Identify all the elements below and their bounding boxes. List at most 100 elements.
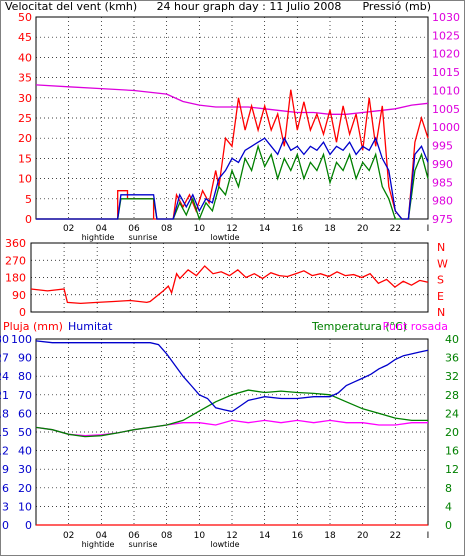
compass-label: N [437, 306, 445, 319]
temperature-label: Temperatura (°C) [311, 320, 407, 333]
pressure-tick-label: 1015 [432, 66, 460, 79]
pressure-tick-label: 1020 [432, 48, 460, 61]
sunrise-label-top: sunrise [129, 233, 158, 242]
temperature-tick-label: 28 [445, 389, 459, 402]
humidity-tick-label: 20 [18, 482, 32, 495]
dewpoint-line [35, 419, 428, 437]
wind-speed-tick-label: 50 [18, 11, 32, 24]
compass-label: E [437, 290, 444, 303]
wind-direction-line [30, 265, 429, 305]
wind-speed-label: Velocitat del vent (kmh) [5, 0, 137, 13]
direction-degree-label: 360 [5, 237, 26, 250]
rain-tick-label: 3 [2, 500, 9, 513]
temperature-tick-label: 16 [445, 445, 459, 458]
rain-tick-label: 9 [2, 463, 9, 476]
wind-speed-tick-label: 0 [25, 213, 32, 226]
wind-speed-tick-label: 10 [18, 173, 32, 186]
pressure-tick-label: 980 [432, 195, 453, 208]
rain-tick-label: 0 [2, 519, 9, 532]
wind-series [35, 84, 429, 221]
hour-tick-label: 06 [128, 224, 140, 234]
chart-title: 24 hour graph day : 11 Julio 2008 [157, 0, 342, 13]
temperature-tick-label: 32 [445, 370, 459, 383]
wind-speed-ticks: 0 5 10 15 20 25 30 35 40 45 50 [18, 11, 32, 226]
rain-tick-label: 12 [0, 445, 9, 458]
hour-tick-label: 12 [226, 224, 237, 234]
hour-tick-label: 04 [96, 224, 108, 234]
hour-tick-label: 16 [292, 531, 304, 541]
direction-degree-label: 90 [12, 289, 26, 302]
pressure-label: Pressió (mb) [362, 0, 431, 13]
temperature-tick-label: 0 [445, 519, 452, 532]
hour-tick-label: 14 [259, 531, 271, 541]
hightide-label-bottom: hightide [82, 540, 115, 549]
hour-tick-label: 14 [259, 224, 271, 234]
temperature-tick-label: 8 [445, 482, 452, 495]
hour-tick-label: I [427, 224, 430, 234]
humidity-tick-label: 0 [25, 519, 32, 532]
temperature-tick-label: 20 [445, 426, 459, 439]
rain-tick-label: 30 [0, 333, 9, 346]
rain-label: Pluja (mm) [3, 320, 63, 333]
hour-tick-label: 04 [96, 531, 108, 541]
hour-tick-label: 18 [324, 224, 336, 234]
rain-tick-label: 15 [0, 426, 9, 439]
hour-tick-label: 08 [161, 224, 173, 234]
rain-tick-label: 27 [0, 352, 9, 365]
hour-tick-label: 10 [194, 224, 206, 234]
wind-speed-tick-label: 40 [18, 51, 32, 64]
sunrise-label-bottom: sunrise [129, 540, 158, 549]
direction-series [30, 265, 429, 305]
temperature-line [35, 389, 428, 438]
humidity-line [35, 340, 429, 413]
pressure-tick-label: 1000 [432, 121, 460, 134]
time-ticks-top: 02 04 06 08 10 12 14 16 18 20 22 I [63, 224, 429, 234]
humidity-tick-label: 10 [18, 500, 32, 513]
humidity-tick-label: 50 [18, 426, 32, 439]
lowtide-label-bottom: lowtide [210, 540, 239, 549]
hour-tick-label: 20 [357, 531, 369, 541]
temperature-tick-label: 24 [445, 407, 459, 420]
temperature-tick-label: 12 [445, 463, 459, 476]
humidity-label: Humitat [68, 320, 113, 333]
hour-tick-label: I [427, 531, 430, 541]
pressure-tick-label: 1030 [432, 11, 460, 24]
pressure-tick-label: 985 [432, 176, 453, 189]
pressure-ticks: 975 980 985 990 995 1000 1005 1010 1015 1020 1025 1… [432, 11, 460, 226]
humidity-tick-label: 60 [18, 407, 32, 420]
humidity-ticks: 0 10 20 30 40 50 60 70 80 90 100 [11, 333, 32, 532]
hour-tick-label: 10 [194, 531, 206, 541]
direction-degree-label: 270 [5, 254, 26, 267]
compass-label: N [437, 241, 445, 254]
hightide-label-top: hightide [82, 233, 115, 242]
pressure-tick-label: 995 [432, 140, 453, 153]
compass-label: W [437, 257, 448, 270]
temperature-tick-label: 40 [445, 333, 459, 346]
direction-degree-label: 0 [19, 306, 26, 319]
rain-ticks: 0 3 6 9 12 15 18 21 24 27 30 [0, 333, 9, 532]
wind-speed-tick-label: 25 [18, 112, 32, 125]
rain-tick-label: 18 [0, 407, 9, 420]
pressure-line [35, 84, 429, 115]
humidity-tick-label: 80 [18, 370, 32, 383]
hour-tick-label: 02 [63, 224, 74, 234]
dewpoint-label: Punt rosada [383, 320, 448, 333]
humidity-tick-label: 70 [18, 389, 32, 402]
hour-tick-label: 18 [324, 531, 336, 541]
temperature-tick-label: 36 [445, 352, 459, 365]
pressure-tick-label: 990 [432, 158, 453, 171]
time-ticks-bottom: 02 04 06 08 10 12 14 16 18 20 22 I [63, 531, 429, 541]
compass-label: S [437, 274, 444, 287]
hour-tick-label: 16 [292, 224, 304, 234]
pressure-tick-label: 1010 [432, 84, 460, 97]
lowtide-label-top: lowtide [210, 233, 239, 242]
pressure-tick-label: 1025 [432, 29, 460, 42]
hour-tick-label: 08 [161, 531, 173, 541]
wind-speed-tick-label: 30 [18, 92, 32, 105]
direction-degree-label: 180 [5, 272, 26, 285]
